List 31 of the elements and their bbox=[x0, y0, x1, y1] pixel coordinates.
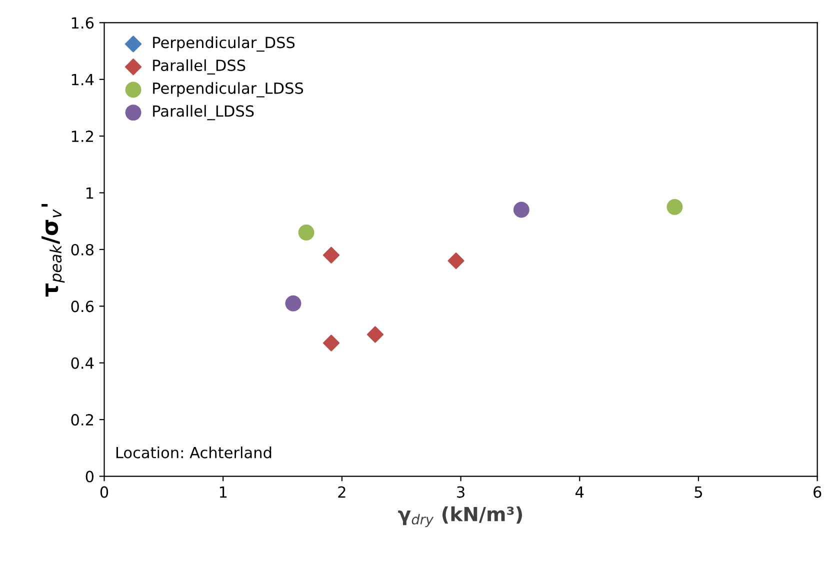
x-tick-label: 6 bbox=[814, 486, 822, 498]
y-tick-label: 1.4 bbox=[72, 74, 94, 86]
x-tick-label: 4 bbox=[576, 486, 584, 498]
point bbox=[298, 224, 314, 240]
y-tick-label: 0.4 bbox=[71, 357, 94, 369]
y-tick-label: 1.6 bbox=[72, 17, 94, 29]
y-axis-title: τ$_{peak}$/σ$_{v}$' bbox=[42, 204, 65, 297]
point bbox=[666, 198, 683, 215]
legend-label: Parallel_LDSS bbox=[153, 104, 254, 120]
point bbox=[322, 246, 340, 264]
annotation: Location: Achterland bbox=[116, 446, 272, 458]
y-tick-label: 0 bbox=[86, 470, 94, 482]
y-tick-label: 0.2 bbox=[71, 414, 93, 426]
x-tick-label: 5 bbox=[694, 486, 702, 498]
x-axis-title: γ$_{dry}$ (kN/m³) bbox=[398, 506, 522, 528]
y-tick-label: 1.2 bbox=[72, 130, 93, 142]
point bbox=[366, 326, 384, 343]
point bbox=[448, 252, 464, 270]
x-tick-label: 3 bbox=[457, 486, 464, 498]
y-tick-label: 1 bbox=[86, 187, 94, 199]
x-tick-label: 1 bbox=[220, 486, 227, 498]
point bbox=[285, 295, 302, 312]
legend-label: Perpendicular_LDSS bbox=[153, 82, 304, 98]
y-tick-label: 0.6 bbox=[71, 300, 94, 312]
legend-label: Parallel_DSS bbox=[153, 59, 246, 74]
y-tick-label: 0.8 bbox=[71, 244, 94, 256]
x-tick-label: 2 bbox=[338, 486, 346, 498]
point bbox=[322, 334, 340, 352]
legend-label: Perpendicular_DSS bbox=[153, 36, 295, 52]
x-tick-label: 0 bbox=[100, 486, 108, 498]
point bbox=[513, 202, 530, 218]
